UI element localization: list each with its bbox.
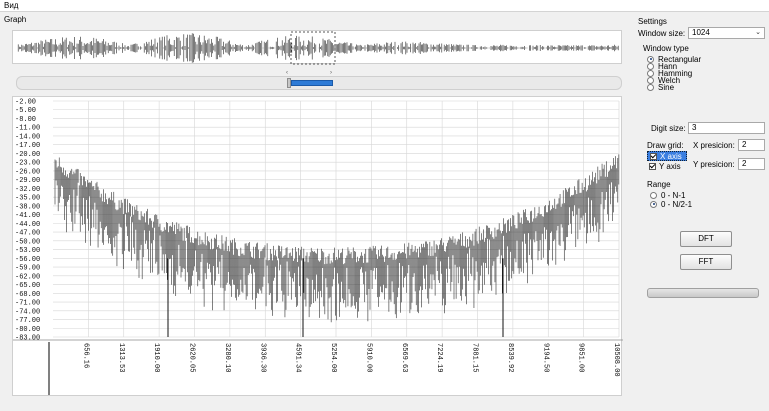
x-tick-label: 9851.00 xyxy=(577,343,585,372)
digit-size-label: Digit size: xyxy=(651,124,686,133)
y-tick-label: -14.00 xyxy=(15,133,40,141)
y-tick-label: -29.00 xyxy=(15,177,40,185)
y-tick-label: -41.00 xyxy=(15,212,40,220)
y-tick-label: -8.00 xyxy=(15,116,36,124)
range-option-half[interactable]: 0 - N/2-1 xyxy=(650,200,692,209)
y-tick-label: -68.00 xyxy=(15,291,40,299)
x-tick-label: 3936.30 xyxy=(258,343,266,372)
radio-rectangular[interactable] xyxy=(647,55,654,63)
graph-group-title: Graph xyxy=(4,15,27,24)
range-scrollbar[interactable] xyxy=(16,76,622,90)
y-tick-label: -53.00 xyxy=(15,247,40,255)
x-tick-label: 2620.05 xyxy=(188,343,196,372)
radio-hamming[interactable] xyxy=(647,69,654,77)
x-tick-label: 8539.92 xyxy=(506,343,514,372)
y-tick-label: -5.00 xyxy=(15,107,36,115)
y-tick-label: -32.00 xyxy=(15,186,40,194)
radio-welch[interactable] xyxy=(647,76,654,84)
selection-left-marker: ‹ xyxy=(286,70,288,76)
y-tick-label: -44.00 xyxy=(15,221,40,229)
radio-range-half[interactable] xyxy=(650,200,657,208)
y-tick-label: -50.00 xyxy=(15,238,40,246)
x-tick-label: 7224.19 xyxy=(435,343,443,372)
x-tick-label: 10508.00 xyxy=(612,343,620,377)
y-tick-label: -80.00 xyxy=(15,326,40,334)
x-axis-checkbox-row[interactable]: X axis xyxy=(647,151,687,161)
range-option-full[interactable]: 0 - N-1 xyxy=(650,191,685,200)
window-type-hamming[interactable]: Hamming xyxy=(647,69,692,78)
x-tick-label: 7881.15 xyxy=(471,343,479,372)
draw-grid-label: Draw grid: xyxy=(647,141,684,150)
x-tick-label: 5910.00 xyxy=(364,343,372,372)
window-size-select[interactable]: 1024 ⌄ xyxy=(688,27,765,39)
waveform-trace xyxy=(17,33,619,63)
window-type-sine[interactable]: Sine xyxy=(647,83,674,92)
y-tick-label: -62.00 xyxy=(15,273,40,281)
digit-size-field[interactable]: 3 xyxy=(688,122,765,134)
radio-sine[interactable] xyxy=(647,83,654,91)
settings-title: Settings xyxy=(638,17,667,26)
y-axis-checkbox[interactable] xyxy=(649,162,656,170)
spectrum-trace xyxy=(54,154,620,323)
waveform-overview[interactable] xyxy=(12,30,622,65)
selection-right-marker: › xyxy=(330,70,332,76)
y-tick-label: -2.00 xyxy=(15,99,36,107)
grid-lines xyxy=(53,100,620,338)
window-size-label: Window size: xyxy=(638,29,686,38)
x-precision-field[interactable]: 2 xyxy=(738,139,765,151)
y-tick-label: -71.00 xyxy=(15,300,40,308)
scrollbar-grip[interactable] xyxy=(287,78,291,88)
spectrum-chart: -2.00 -5.00 -8.00 -11.00 -14.00 -17.00 -20.00-… xyxy=(12,96,623,396)
scrollbar-thumb[interactable] xyxy=(291,80,333,86)
waveform-selection-box xyxy=(290,31,336,65)
y-tick-label: -11.00 xyxy=(15,125,40,133)
x-tick-label: 3280.10 xyxy=(223,343,231,372)
y-tick-label: -38.00 xyxy=(15,203,40,211)
window-type-welch[interactable]: Welch xyxy=(647,76,680,85)
y-precision-field[interactable]: 2 xyxy=(738,158,765,170)
menu-view[interactable]: Вид xyxy=(4,1,19,10)
y-tick-label: -56.00 xyxy=(15,256,40,264)
y-tick-label: -26.00 xyxy=(15,168,40,176)
y-tick-label: -23.00 xyxy=(15,160,40,168)
range-label: Range xyxy=(647,180,671,189)
x-precision-label: X presicion: xyxy=(693,141,735,150)
x-tick-label: 9194.50 xyxy=(541,343,549,372)
y-tick-label: -20.00 xyxy=(15,151,40,159)
y-tick-label: -65.00 xyxy=(15,282,40,290)
x-tick-label: 4591.34 xyxy=(294,343,302,372)
spectrum-svg: -2.00-5.00-8.00-11.00-14.00-17.00-20.00-… xyxy=(13,99,623,395)
dft-button[interactable]: DFT xyxy=(680,231,732,247)
y-tick-label: -47.00 xyxy=(15,230,40,238)
progress-bar xyxy=(647,288,759,298)
window-type-label: Window type xyxy=(643,44,689,53)
x-tick-label: 1910.00 xyxy=(152,343,160,372)
x-tick-label: 6569.63 xyxy=(400,343,408,372)
y-tick-label: -83.00 xyxy=(15,335,40,343)
fft-button[interactable]: FFT xyxy=(680,254,732,270)
y-tick-label: -74.00 xyxy=(15,308,40,316)
x-axis-checkbox[interactable] xyxy=(650,152,657,160)
window-size-value: 1024 xyxy=(692,28,710,37)
waveform-svg xyxy=(17,31,619,65)
y-tick-label: -35.00 xyxy=(15,195,40,203)
x-tick-label: 1313.53 xyxy=(117,343,125,372)
x-tick-label: 5254.00 xyxy=(329,343,337,372)
x-tick-label: 656.16 xyxy=(81,343,89,368)
y-axis-checkbox-row[interactable]: Y axis xyxy=(647,161,685,171)
y-precision-label: Y presicion: xyxy=(693,160,735,169)
window-type-rectangular[interactable]: Rectangular xyxy=(647,55,701,64)
radio-hann[interactable] xyxy=(647,62,654,70)
chevron-down-icon[interactable]: ⌄ xyxy=(755,29,761,36)
radio-range-full[interactable] xyxy=(650,191,657,199)
window-type-hann[interactable]: Hann xyxy=(647,62,677,71)
menu-bar: Вид xyxy=(0,0,769,12)
y-tick-label: -17.00 xyxy=(15,142,40,150)
y-tick-label: -77.00 xyxy=(15,317,40,325)
y-tick-label: -59.00 xyxy=(15,265,40,273)
